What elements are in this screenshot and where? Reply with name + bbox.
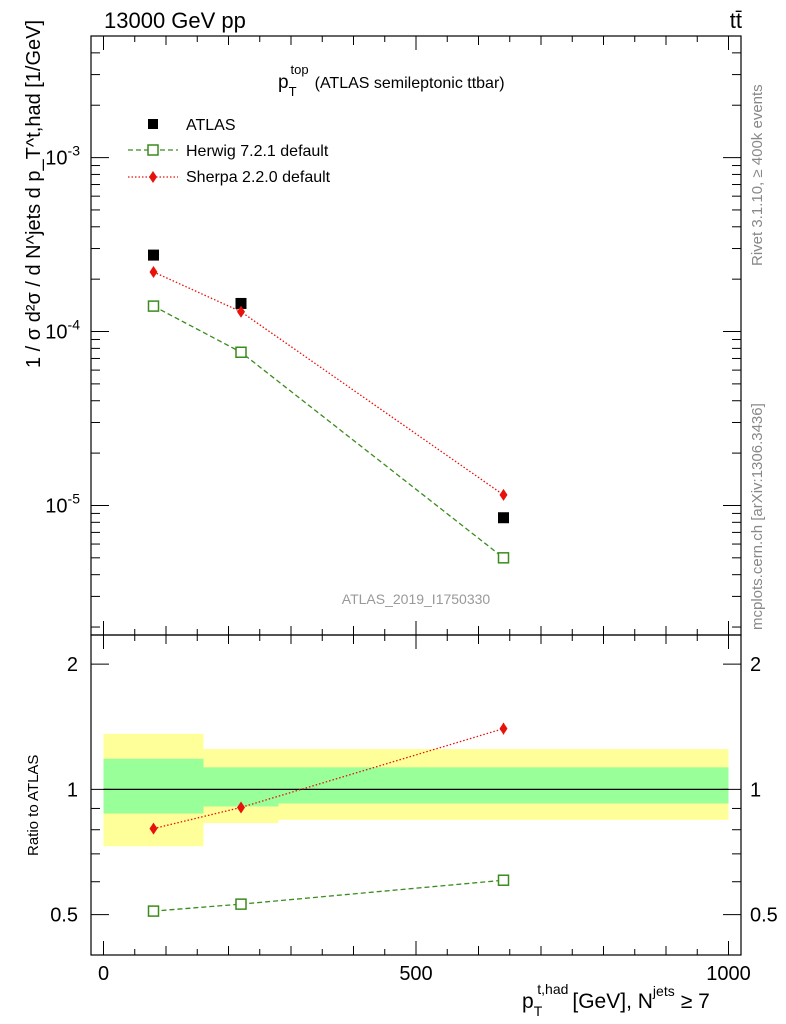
main-sherpa-point — [237, 305, 245, 318]
legend-atlas-marker — [148, 119, 158, 129]
main-herwig-point — [235, 346, 247, 359]
ratio-y-tick-label-right: 0.5 — [750, 905, 778, 927]
ratio-band-green — [103, 758, 204, 814]
ratio-xlabel: pTt,had[GeV], Njets ≥ 7 — [522, 981, 710, 1019]
main-y-tick-exp: -4 — [68, 317, 81, 333]
xlabel-sup2: jets — [652, 983, 675, 999]
main-y-tick-exp: -3 — [68, 143, 81, 159]
main-series-line — [153, 271, 504, 496]
rivet-label: Rivet 3.1.10, ≥ 400k events — [749, 84, 766, 266]
ratio-band-green — [203, 767, 279, 807]
ratio-y-tick-label-left: 1 — [67, 779, 78, 801]
main-y-tick-base: 10 — [45, 148, 67, 170]
main-y-tick-exp: -5 — [68, 490, 81, 506]
main-data-point — [148, 249, 159, 261]
main-y-tick-label: 10-3 — [45, 143, 80, 170]
main-title-sub: T — [289, 84, 297, 99]
legend: ATLAS Herwig 7.2.1 default Sherpa 2.2.0 … — [128, 117, 331, 186]
xlabel-sub: T — [534, 1003, 543, 1019]
ratio-y-tick-label-left: 0.5 — [50, 905, 78, 927]
process-label: tt̄ — [730, 8, 742, 33]
legend-herwig-marker — [147, 144, 159, 156]
ratio-ylabel: Ratio to ATLAS — [25, 755, 42, 856]
analysis-watermark: ATLAS_2019_I1750330 — [342, 591, 491, 607]
main-sherpa-point — [149, 265, 158, 278]
main-data-point — [498, 512, 509, 524]
main-y-tick-base: 10 — [45, 495, 67, 517]
main-y-tick-base: 10 — [45, 322, 67, 344]
ratio-sherpa-point — [499, 722, 508, 735]
main-ylabel: 1 / σ d²σ / d N^jets d p_T^t,had [1/GeV] — [23, 20, 45, 368]
main-title: pTtop (ATLAS semileptonic ttbar) — [278, 62, 505, 99]
ratio-herwig-point — [235, 898, 247, 910]
ratio-y-tick-label-right: 2 — [750, 654, 761, 676]
ratio-band-green — [278, 767, 729, 804]
main-herwig-point — [497, 552, 510, 564]
main-title-p: p — [278, 72, 289, 93]
xlabel-p: p — [522, 990, 534, 1013]
ratio-bands — [103, 733, 729, 847]
main-data-point — [235, 297, 247, 309]
main-title-sup: top — [291, 62, 309, 77]
main-y-tick-label: 10-4 — [45, 317, 80, 344]
main-y-tick-label: 10-5 — [45, 490, 80, 517]
x-tick-label: 0 — [98, 963, 109, 985]
legend-atlas-label: ATLAS — [186, 117, 236, 134]
ratio-sherpa-point — [237, 801, 245, 814]
legend-herwig-label: Herwig 7.2.1 default — [186, 143, 329, 160]
ratio-herwig-point — [147, 905, 160, 917]
legend-sherpa-marker — [149, 171, 157, 183]
x-tick-label: 1000 — [706, 963, 751, 985]
main-title-rest: (ATLAS semileptonic ttbar) — [315, 75, 505, 92]
mcplots-label: mcplots.cern.ch [arXiv:1306.3436] — [749, 403, 766, 630]
xlabel-tail: ≥ 7 — [681, 990, 710, 1013]
x-tick-label: 500 — [399, 963, 432, 985]
ratio-y-tick-label-left: 2 — [67, 654, 78, 676]
legend-sherpa-label: Sherpa 2.2.0 default — [186, 169, 331, 186]
energy-label: 13000 GeV pp — [104, 8, 246, 33]
ratio-herwig-point — [497, 874, 510, 886]
main-herwig-point — [147, 300, 160, 312]
series-marks — [147, 249, 510, 917]
xlabel-rest: [GeV], N — [572, 990, 653, 1013]
xlabel-sup: t,had — [537, 981, 568, 997]
ratio-sherpa-point — [149, 822, 158, 835]
main-sherpa-point — [499, 488, 508, 501]
ratio-y-tick-label-right: 1 — [750, 779, 761, 801]
